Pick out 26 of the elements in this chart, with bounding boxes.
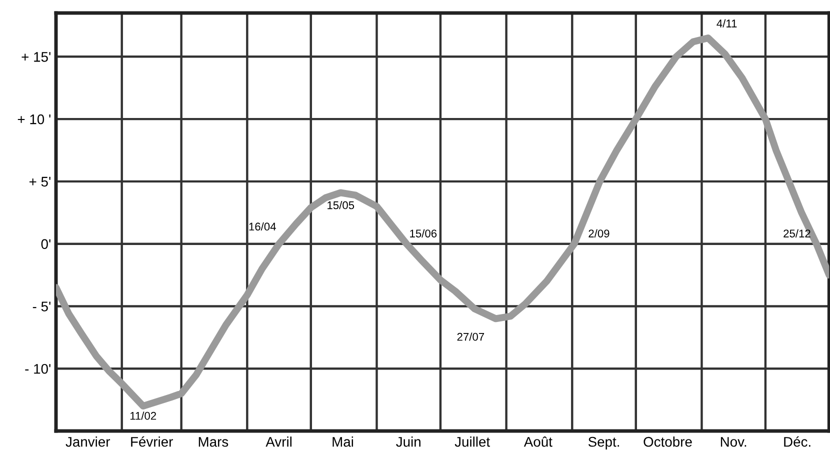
y-tick-label: + 10 ': [18, 114, 50, 124]
x-tick-label: Août: [524, 436, 552, 447]
y-tick-label: 0': [41, 239, 50, 250]
x-tick-label: Nov.: [720, 437, 746, 447]
x-tick-label: Mars: [198, 437, 228, 447]
x-tick-label: Janvier: [66, 436, 110, 447]
x-tick-label: Octobre: [644, 436, 692, 447]
annotation: 4/11: [716, 19, 737, 28]
annotation: 15/06: [410, 229, 437, 238]
y-tick-label: + 15': [22, 52, 50, 62]
y-tick-label: + 5': [29, 176, 50, 187]
annotation: 27/07: [457, 332, 484, 341]
x-tick-label: Mai: [332, 436, 354, 447]
x-tick-label: Avril: [266, 436, 292, 447]
x-tick-label: Juillet: [454, 436, 490, 447]
annotation: 16/04: [249, 222, 276, 231]
x-tick-label: Juin: [396, 436, 420, 447]
annotation: 15/05: [328, 201, 354, 210]
x-tick-label: Février: [131, 436, 173, 447]
y-tick-label: - 5': [32, 302, 50, 312]
annotation: 25/12: [784, 229, 810, 238]
x-tick-label: Sept.: [588, 436, 619, 450]
y-tick-label: - 10': [25, 364, 50, 374]
annotation: 11/02: [130, 412, 156, 420]
x-tick-label: Déc.: [784, 436, 810, 447]
annotation: 2/09: [588, 229, 610, 238]
